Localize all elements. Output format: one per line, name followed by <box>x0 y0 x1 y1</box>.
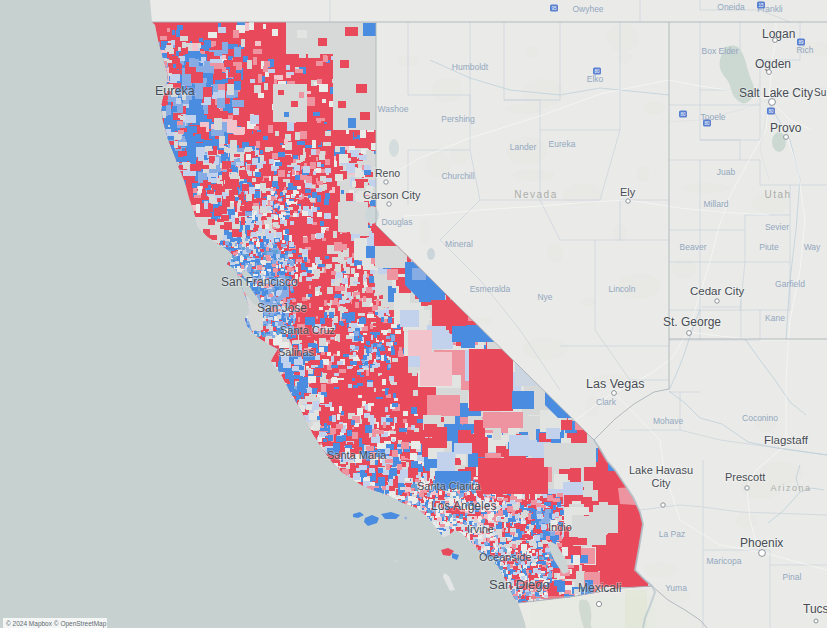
svg-text:Beaver: Beaver <box>680 242 707 252</box>
svg-text:Owyhee: Owyhee <box>572 4 603 14</box>
svg-text:Nevada: Nevada <box>514 189 557 200</box>
svg-text:Millard: Millard <box>703 199 728 209</box>
svg-text:Lander: Lander <box>510 142 537 152</box>
svg-text:Nye: Nye <box>537 292 552 302</box>
svg-text:Oneida: Oneida <box>717 2 745 12</box>
svg-text:Yuma: Yuma <box>665 583 687 593</box>
svg-text:Way: Way <box>804 242 821 252</box>
svg-text:Garfield: Garfield <box>775 279 805 289</box>
svg-text:Mexicali: Mexicali <box>578 581 621 595</box>
svg-text:Washoe: Washoe <box>378 104 409 114</box>
svg-text:80: 80 <box>704 121 710 126</box>
svg-text:Flagstaff: Flagstaff <box>764 434 809 446</box>
svg-text:St. George: St. George <box>663 315 721 329</box>
svg-text:Irvine: Irvine <box>467 523 494 535</box>
svg-text:Piute: Piute <box>759 242 779 252</box>
svg-text:Juab: Juab <box>717 167 736 177</box>
svg-text:San Francisco: San Francisco <box>221 275 298 289</box>
svg-text:Arizona: Arizona <box>770 483 811 493</box>
svg-text:Santa Cruz: Santa Cruz <box>280 324 335 336</box>
svg-text:Logan: Logan <box>762 27 795 41</box>
svg-text:Maricopa: Maricopa <box>707 556 742 566</box>
svg-text:La Paz: La Paz <box>659 529 685 539</box>
svg-text:95: 95 <box>551 6 557 11</box>
svg-text:Humboldt: Humboldt <box>452 62 489 72</box>
svg-text:Esmeralda: Esmeralda <box>470 284 511 294</box>
svg-text:Pershing: Pershing <box>441 114 475 124</box>
svg-text:San Jose: San Jose <box>257 301 307 315</box>
svg-text:Las Vegas: Las Vegas <box>586 377 644 391</box>
svg-text:Cedar City: Cedar City <box>690 285 745 297</box>
svg-text:Los Angeles: Los Angeles <box>431 499 496 513</box>
svg-text:Su: Su <box>814 87 826 98</box>
svg-text:Phoenix: Phoenix <box>740 536 783 550</box>
svg-text:Utah: Utah <box>764 189 791 200</box>
svg-text:80: 80 <box>680 112 686 117</box>
svg-text:80: 80 <box>594 69 600 74</box>
svg-text:Rich: Rich <box>796 45 813 55</box>
svg-text:Churchill: Churchill <box>441 171 474 181</box>
svg-text:Santa Maria: Santa Maria <box>327 449 387 461</box>
svg-text:Mohave: Mohave <box>653 416 684 426</box>
svg-text:15: 15 <box>758 3 764 8</box>
svg-text:Reno: Reno <box>375 167 400 179</box>
svg-text:80: 80 <box>768 109 774 114</box>
svg-text:© 2024 Mapbox © OpenStreetMap: © 2024 Mapbox © OpenStreetMap <box>6 620 107 628</box>
svg-text:Douglas: Douglas <box>381 217 412 227</box>
svg-text:Oceanside: Oceanside <box>479 551 532 563</box>
svg-text:Salt Lake City: Salt Lake City <box>739 86 813 100</box>
svg-text:Clark: Clark <box>596 397 617 407</box>
svg-text:San Diego: San Diego <box>489 577 550 592</box>
svg-text:Eureka: Eureka <box>549 139 576 149</box>
svg-text:Prescott: Prescott <box>725 471 765 483</box>
svg-text:Mineral: Mineral <box>445 239 473 249</box>
svg-text:Lincoln: Lincoln <box>609 284 636 294</box>
svg-text:Salinas: Salinas <box>278 346 315 358</box>
svg-text:Carson City: Carson City <box>363 189 421 201</box>
svg-text:Coconino: Coconino <box>742 413 778 423</box>
svg-text:Indio: Indio <box>548 521 572 533</box>
svg-text:Lake Havasu: Lake Havasu <box>629 464 693 476</box>
svg-text:Tucs: Tucs <box>803 602 827 616</box>
svg-text:Pinal: Pinal <box>783 572 802 582</box>
svg-text:Elko: Elko <box>587 74 604 84</box>
svg-text:Provo: Provo <box>770 121 802 135</box>
svg-text:Box Elder: Box Elder <box>702 46 739 56</box>
svg-text:89: 89 <box>798 40 804 45</box>
svg-text:Sevier: Sevier <box>765 222 789 232</box>
svg-text:Santa Clarita: Santa Clarita <box>417 480 481 492</box>
svg-text:Ogden: Ogden <box>755 57 791 71</box>
svg-text:City: City <box>652 477 671 489</box>
svg-text:Ely: Ely <box>620 186 636 198</box>
svg-text:Eureka: Eureka <box>155 84 195 98</box>
svg-text:Kane: Kane <box>765 313 785 323</box>
